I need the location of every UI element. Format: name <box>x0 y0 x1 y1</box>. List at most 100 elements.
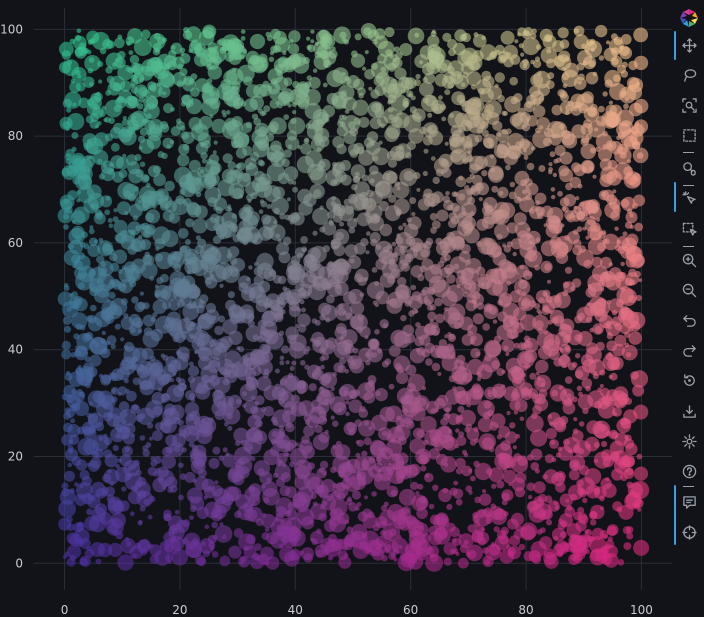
undo-tool[interactable] <box>678 309 700 331</box>
reset-tool[interactable] <box>678 369 700 391</box>
scatter-point <box>445 142 449 146</box>
scatter-point <box>301 271 318 288</box>
scatter-point <box>320 461 328 469</box>
scatter-point <box>89 402 93 406</box>
scatter-point <box>612 189 616 193</box>
scatter-point <box>479 433 496 450</box>
scatter-point <box>244 508 257 521</box>
scatter-point <box>217 179 234 196</box>
scatter-point <box>628 61 638 71</box>
scatter-point <box>357 314 364 321</box>
scatter-point <box>219 455 225 461</box>
scatter-point <box>536 309 540 313</box>
scatter-point <box>288 117 305 134</box>
scatter-point <box>602 91 607 96</box>
scatter-point <box>581 123 593 135</box>
scatter-point <box>209 356 220 367</box>
scatter-point <box>127 161 140 174</box>
scatter-point <box>318 266 332 280</box>
scatter-point <box>565 267 572 274</box>
scatter-point <box>263 310 276 323</box>
redo-tool[interactable] <box>678 339 700 361</box>
scatter-point <box>165 200 177 212</box>
scatter-point <box>228 291 235 298</box>
scatter-point <box>185 472 196 483</box>
scatter-point <box>228 207 232 211</box>
scatter-point <box>497 187 508 198</box>
scatter-point <box>564 334 571 341</box>
settings-tool[interactable] <box>678 430 700 452</box>
scatter-point <box>534 303 540 309</box>
scatter-point <box>550 151 556 157</box>
scatter-point <box>507 241 513 247</box>
scatter-point <box>204 379 215 390</box>
scatter-point <box>467 107 480 120</box>
lasso-tool[interactable] <box>678 64 700 86</box>
scatter-point <box>509 77 518 86</box>
scatter-point <box>190 505 197 512</box>
scatter-point <box>427 44 441 58</box>
scatter-point <box>268 180 273 185</box>
scatter-point <box>393 83 405 95</box>
scatter-point <box>180 52 184 56</box>
scatter-point <box>548 162 552 166</box>
scatter-point <box>266 204 271 209</box>
scatter-point <box>581 138 589 146</box>
scatter-point <box>303 425 314 436</box>
zoom-out-tool[interactable] <box>678 279 700 301</box>
scatter-point <box>115 531 123 539</box>
scatter-point <box>622 62 628 68</box>
tap-tool[interactable] <box>678 187 700 209</box>
scatter-point <box>603 534 608 539</box>
scatter-point <box>98 79 102 83</box>
scatter-point <box>205 525 210 530</box>
scatter-point <box>316 366 321 371</box>
scatter-point <box>269 57 275 63</box>
scatter-point <box>289 462 295 468</box>
scatter-point <box>555 505 560 510</box>
pan-tool[interactable] <box>678 34 700 56</box>
scatter-point <box>623 542 631 550</box>
save-tool[interactable] <box>678 400 700 422</box>
box-select-tool[interactable] <box>678 124 700 146</box>
scatter-point <box>431 408 436 413</box>
hover-tool[interactable] <box>678 491 700 513</box>
scatter-point <box>577 386 583 392</box>
scatter-point <box>624 435 628 439</box>
scatter-point <box>461 268 479 286</box>
scatter-point <box>77 427 85 435</box>
scatter-point <box>634 99 648 113</box>
help-tool[interactable] <box>678 460 700 482</box>
crosshair-tool[interactable] <box>678 521 700 543</box>
scatter-point <box>607 524 619 536</box>
scatter-point <box>241 29 246 34</box>
scatter-point <box>237 162 245 170</box>
scatter-point <box>445 407 451 413</box>
scatter-point <box>164 409 173 418</box>
scatter-point <box>101 262 106 267</box>
scatter-point <box>406 236 415 245</box>
bokeh-logo-icon <box>679 8 699 28</box>
scatter-point <box>375 303 379 307</box>
scatter-point <box>230 314 241 325</box>
zoom-in-tool[interactable] <box>678 249 700 271</box>
scatter-point <box>388 195 396 203</box>
scatter-point <box>89 337 107 355</box>
wheel-zoom-tool[interactable] <box>678 157 700 179</box>
scatter-point <box>244 290 248 294</box>
scatter-point <box>319 347 326 354</box>
scatter-point <box>527 163 535 171</box>
scatter-point <box>601 192 606 197</box>
scatter-point <box>507 222 518 233</box>
scatter-point <box>360 292 365 297</box>
scatter-point <box>345 532 360 547</box>
scatter-point <box>469 187 476 194</box>
box-zoom-tool[interactable] <box>678 94 700 116</box>
box-edit-tool[interactable] <box>678 218 700 240</box>
scatter-point <box>221 79 232 90</box>
scatter-point <box>425 358 433 366</box>
scatter-point <box>448 48 456 56</box>
scatter-point <box>562 399 568 405</box>
scatter-point <box>104 469 120 485</box>
